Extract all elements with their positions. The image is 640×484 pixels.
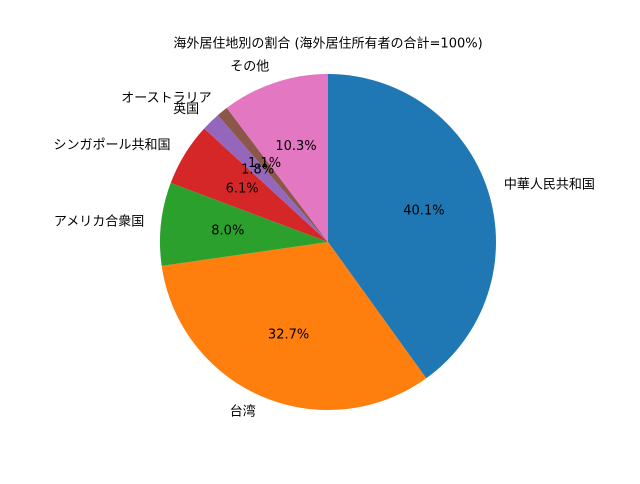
pct-label: 10.3%	[275, 139, 316, 154]
pct-label: 6.1%	[226, 182, 259, 197]
pie-slice	[328, 74, 497, 379]
pie-slice	[170, 128, 328, 242]
slice-label: アメリカ合衆国	[54, 214, 144, 230]
slice-label: シンガポール共和国	[54, 138, 171, 153]
slice-label: 台湾	[230, 404, 256, 420]
chart-title: 海外居住地別の割合 (海外居住所有者の合計=100%)	[173, 36, 482, 52]
pie-slice	[161, 242, 427, 411]
pct-label: 8.0%	[211, 224, 244, 239]
pct-label: 1.8%	[241, 162, 274, 177]
pie-slice	[217, 107, 328, 242]
pie-slice	[204, 115, 328, 242]
slice-label: オーストラリア	[121, 91, 211, 106]
pie-slice	[226, 74, 328, 242]
slice-label: その他	[230, 59, 269, 74]
slice-label: 中華人民共和国	[504, 178, 595, 193]
pct-label: 32.7%	[268, 327, 309, 342]
pct-label: 1.1%	[248, 156, 281, 171]
pct-label: 40.1%	[403, 204, 444, 219]
slice-label: 英国	[173, 102, 199, 117]
pie-slice	[160, 182, 328, 266]
